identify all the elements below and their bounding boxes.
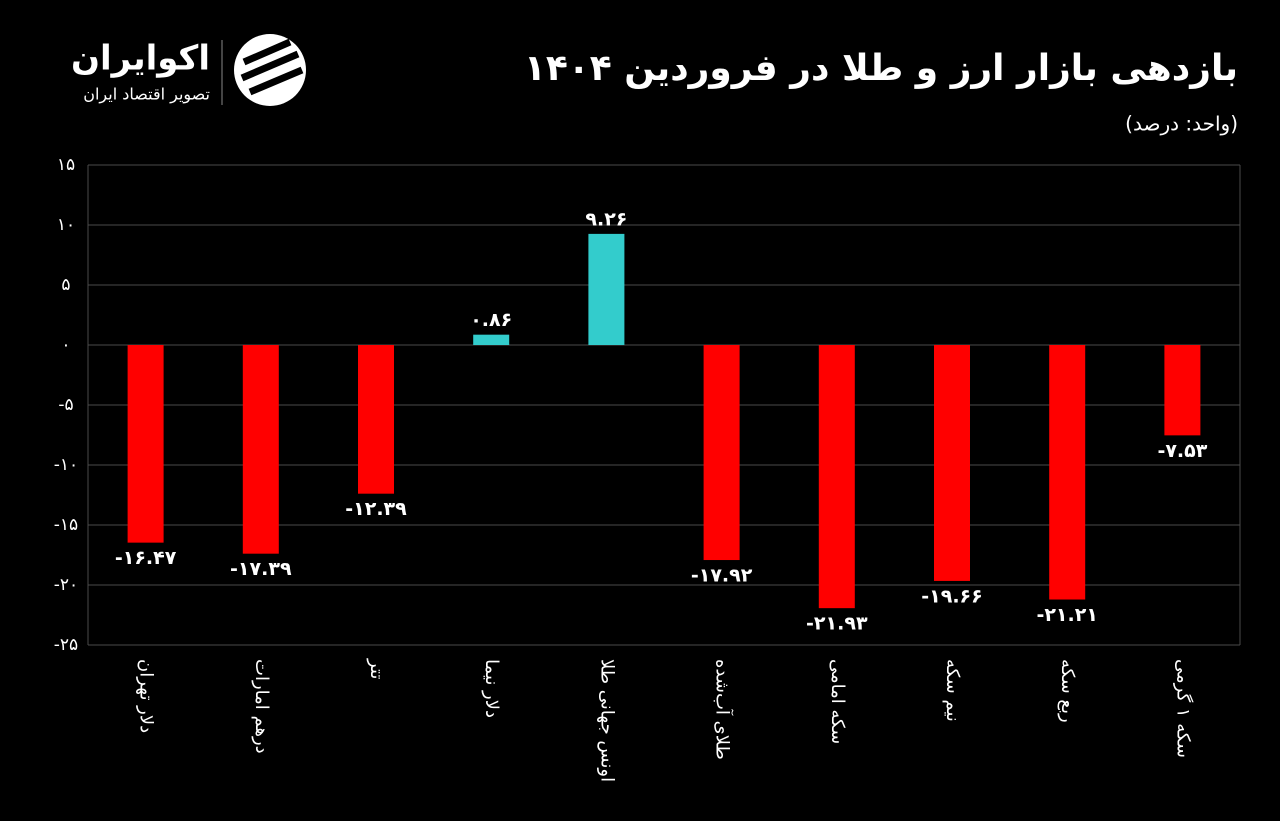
x-tick-label: درهم امارات [251,659,272,754]
brand-tagline: تصویر اقتصاد ایران [83,85,210,105]
x-tick-label: نیم سکه [942,659,963,722]
value-label: -۲۱.۹۳ [806,613,868,635]
x-tick-label: دلار تهران [136,659,157,733]
bar [1049,345,1086,600]
x-tick-label: ربع سکه [1057,659,1078,723]
y-tick-label: ۱۵ [57,155,75,175]
value-label: -۱۷.۹۲ [691,565,753,587]
x-tick-label: اونس جهانی طلا [596,659,617,782]
bar [127,345,164,543]
y-tick-label: -۵ [58,395,73,415]
x-tick-label: تتر [366,658,387,679]
y-tick-label: -۲۵ [54,635,78,655]
bar [473,334,510,345]
y-tick-label: -۱۰ [54,455,78,475]
value-label: -۱۲.۳۹ [345,498,407,520]
x-tick-label: دلار نیما [481,659,502,718]
value-label: -۱۶.۴۷ [115,547,177,569]
x-tick-label: طلای آب‌شده [712,659,735,760]
y-tick-label: ۵ [61,275,70,295]
y-tick-label: ۱۰ [57,215,75,235]
bar [1164,345,1201,436]
chart-subtitle: (واحد: درصد) [1125,112,1238,136]
value-label: ۹.۲۶ [585,208,627,230]
bar [818,345,855,609]
brand-name: اکوایران [71,39,210,79]
logo-stripes [240,38,304,96]
value-label: ۰.۸۶ [470,309,512,331]
y-tick-label: ۰ [61,335,70,355]
bar [242,345,279,554]
x-tick-label: سکه ۱ گرمی [1172,659,1194,758]
bar [703,345,740,561]
value-label: -۱۹.۶۶ [921,585,983,607]
bar [934,345,970,581]
value-label: -۱۷.۳۹ [230,558,292,580]
value-label: -۷.۵۳ [1157,440,1207,462]
value-label: -۲۱.۲۱ [1036,604,1098,626]
y-tick-label: -۲۰ [54,575,78,595]
logo: اکوایران تصویر اقتصاد ایران [71,34,306,106]
chart-title: بازدهی بازار ارز و طلا در فروردین ۱۴۰۴ [524,48,1238,89]
x-tick-label: سکه امامی [827,659,848,744]
y-tick-label: -۱۵ [54,515,78,535]
bar [588,233,625,345]
bar [358,345,394,494]
